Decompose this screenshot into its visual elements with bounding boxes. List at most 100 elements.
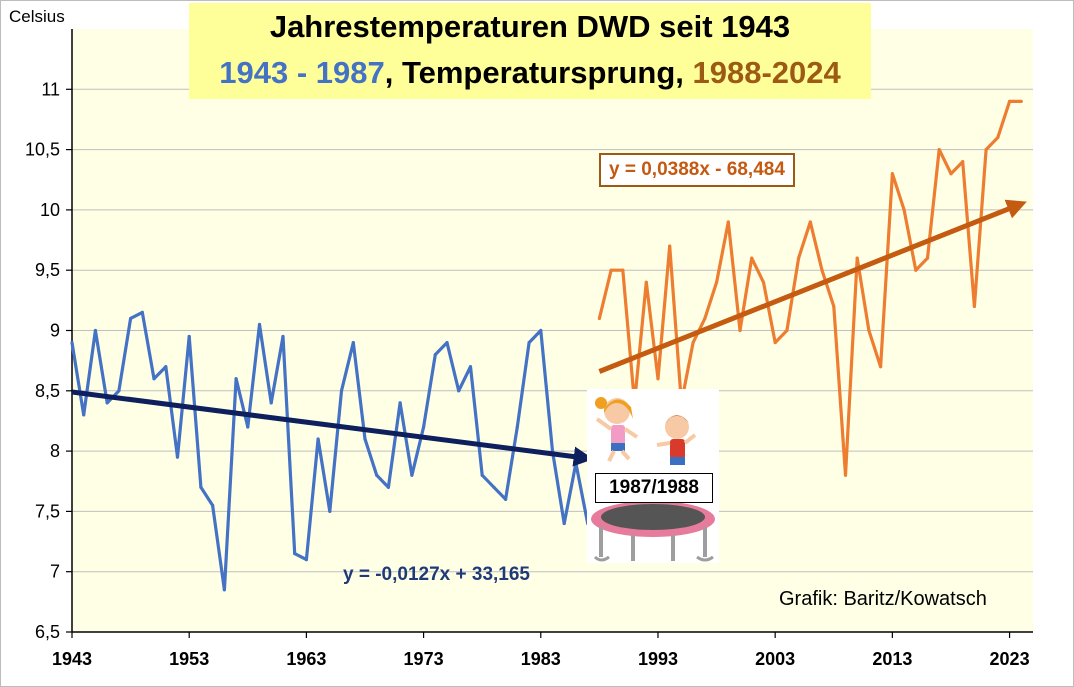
series-1988-2024-point bbox=[726, 220, 730, 224]
series-1943-1987-point bbox=[222, 588, 226, 592]
series-1943-1987-point bbox=[105, 401, 109, 405]
x-tick-label: 2023 bbox=[990, 649, 1030, 669]
subtitle-middle: , Temperatursprung, bbox=[384, 55, 693, 90]
x-tick-label: 1963 bbox=[286, 649, 326, 669]
series-1988-2024-point bbox=[820, 268, 824, 272]
series-1943-1987-point bbox=[187, 334, 191, 339]
y-tick-label: 9 bbox=[50, 321, 60, 341]
series-1943-1987-point bbox=[504, 497, 508, 501]
series-1943-1987-point bbox=[246, 425, 250, 429]
subtitle-first-period: 1943 - 1987 bbox=[219, 55, 385, 90]
series-1943-1987-point bbox=[304, 558, 308, 562]
y-tick-label: 10,5 bbox=[25, 140, 60, 160]
y-tick-label: 11 bbox=[41, 79, 60, 99]
series-1988-2024-point bbox=[879, 365, 883, 369]
y-axis-ticks: 6,5 7 7,5 8 8,5 9 9,5 10 10,5 11 bbox=[25, 79, 72, 642]
series-1988-2024-point bbox=[668, 244, 672, 248]
series-1943-1987-point bbox=[480, 473, 484, 477]
trend-equation-first-period: y = -0,0127x + 33,165 bbox=[343, 564, 530, 585]
chart-credit: Grafik: Baritz/Kowatsch bbox=[779, 588, 987, 610]
series-1943-1987-point bbox=[199, 485, 203, 489]
y-tick-label: 8 bbox=[50, 441, 60, 461]
series-1943-1987-point bbox=[328, 509, 332, 513]
title-box: Jahrestemperaturen DWD seit 1943 1943 - … bbox=[189, 3, 871, 99]
series-1988-2024-point bbox=[656, 377, 660, 381]
series-1943-1987-point bbox=[574, 461, 578, 465]
series-1988-2024-point bbox=[738, 328, 742, 333]
series-1988-2024-trend-arrow bbox=[598, 199, 1027, 374]
trend-lines bbox=[71, 199, 1027, 467]
trampoline-icon bbox=[591, 501, 715, 562]
series-1943-1987-point bbox=[152, 377, 156, 381]
series-1943-1987-point bbox=[457, 389, 461, 393]
series-1988-2024-point bbox=[1019, 99, 1023, 103]
trend-equation-second-period: y = 0,0388x - 68,484 bbox=[599, 153, 795, 187]
x-tick-label: 1993 bbox=[638, 649, 678, 669]
series-1988-2024-point bbox=[773, 340, 777, 345]
series-1988-2024-point bbox=[691, 340, 695, 345]
series-1988-2024-point bbox=[996, 135, 1000, 140]
series-1943-1987-point bbox=[93, 328, 98, 333]
series-1943-1987-point bbox=[281, 334, 285, 339]
subtitle-second-period: 1988-2024 bbox=[692, 55, 841, 90]
series-1943-1987-point bbox=[562, 521, 566, 526]
series-1943-1987-point bbox=[375, 473, 379, 477]
series-1988-2024-point bbox=[972, 304, 977, 308]
x-tick-label: 1983 bbox=[521, 649, 561, 669]
series-1943-1987-point bbox=[175, 455, 180, 459]
series-1943-1987-point bbox=[164, 365, 168, 369]
chart-subtitle: 1943 - 1987, Temperatursprung, 1988-2024 bbox=[189, 55, 871, 91]
y-axis-unit-label: Celsius bbox=[9, 7, 65, 26]
x-tick-label: 1953 bbox=[169, 649, 209, 669]
series-1988-2024-point bbox=[914, 268, 918, 272]
series-1943-1987-point bbox=[410, 473, 414, 477]
series-1943-1987-point bbox=[234, 377, 238, 381]
x-tick-label: 2003 bbox=[755, 649, 795, 669]
series-1943-1987-point bbox=[82, 413, 86, 417]
series-1943-1987-trend-arrow bbox=[71, 389, 594, 467]
series-1943-1987-point bbox=[339, 389, 344, 393]
y-tick-label: 7 bbox=[50, 562, 60, 582]
series-1943-1987-point bbox=[386, 485, 391, 489]
jump-year-label: 1987/1988 bbox=[595, 473, 713, 503]
y-tick-label: 10 bbox=[40, 200, 60, 220]
series-1988-2024-point bbox=[843, 473, 848, 477]
y-tick-label: 6,5 bbox=[35, 622, 60, 642]
series-1988-2024-point bbox=[785, 328, 789, 333]
series-1943-1987-point bbox=[468, 365, 473, 369]
series-1988-2024-point bbox=[621, 268, 625, 272]
series-1988-2024-point bbox=[797, 256, 801, 260]
series-1943-1987-point bbox=[293, 552, 297, 556]
series-1943-1987-point bbox=[316, 437, 320, 441]
series-1988-2024-point bbox=[855, 256, 859, 260]
series-1943-1987-point bbox=[527, 340, 531, 345]
series-1988-2024-point bbox=[703, 316, 707, 321]
series-1988-2024-point bbox=[714, 280, 719, 284]
series-1943-1987-point bbox=[492, 485, 496, 489]
series-1943-1987-point bbox=[351, 340, 355, 345]
series-1988-2024-point bbox=[808, 220, 812, 224]
series-1943-1987-point bbox=[398, 401, 402, 405]
series-1988-2024-point bbox=[961, 160, 965, 164]
series-1988-2024-point bbox=[937, 148, 941, 152]
series-1988-2024-point bbox=[867, 328, 871, 333]
series-1943-1987-point bbox=[211, 503, 215, 507]
series-1988-2024-point bbox=[890, 172, 894, 176]
series-1943-1987-point bbox=[269, 401, 273, 405]
series-1943-1987-point bbox=[433, 353, 437, 357]
series-1988-2024-point bbox=[597, 316, 601, 321]
series-1988-2024-point bbox=[984, 148, 988, 152]
y-tick-label: 7,5 bbox=[35, 501, 60, 521]
boy-jumping-icon bbox=[656, 415, 697, 465]
series-1988-2024-point bbox=[609, 268, 613, 272]
series-1988-2024-point bbox=[1007, 99, 1012, 103]
series-1943-1987-point bbox=[421, 425, 426, 429]
x-tick-label: 2013 bbox=[872, 649, 912, 669]
series-1943-1987-point bbox=[445, 340, 449, 345]
jump-illustration: 1987/1988 bbox=[587, 389, 719, 563]
series-1988-2024-point bbox=[949, 172, 953, 176]
series-1943-1987-point bbox=[128, 316, 133, 321]
y-tick-label: 9,5 bbox=[35, 260, 60, 280]
